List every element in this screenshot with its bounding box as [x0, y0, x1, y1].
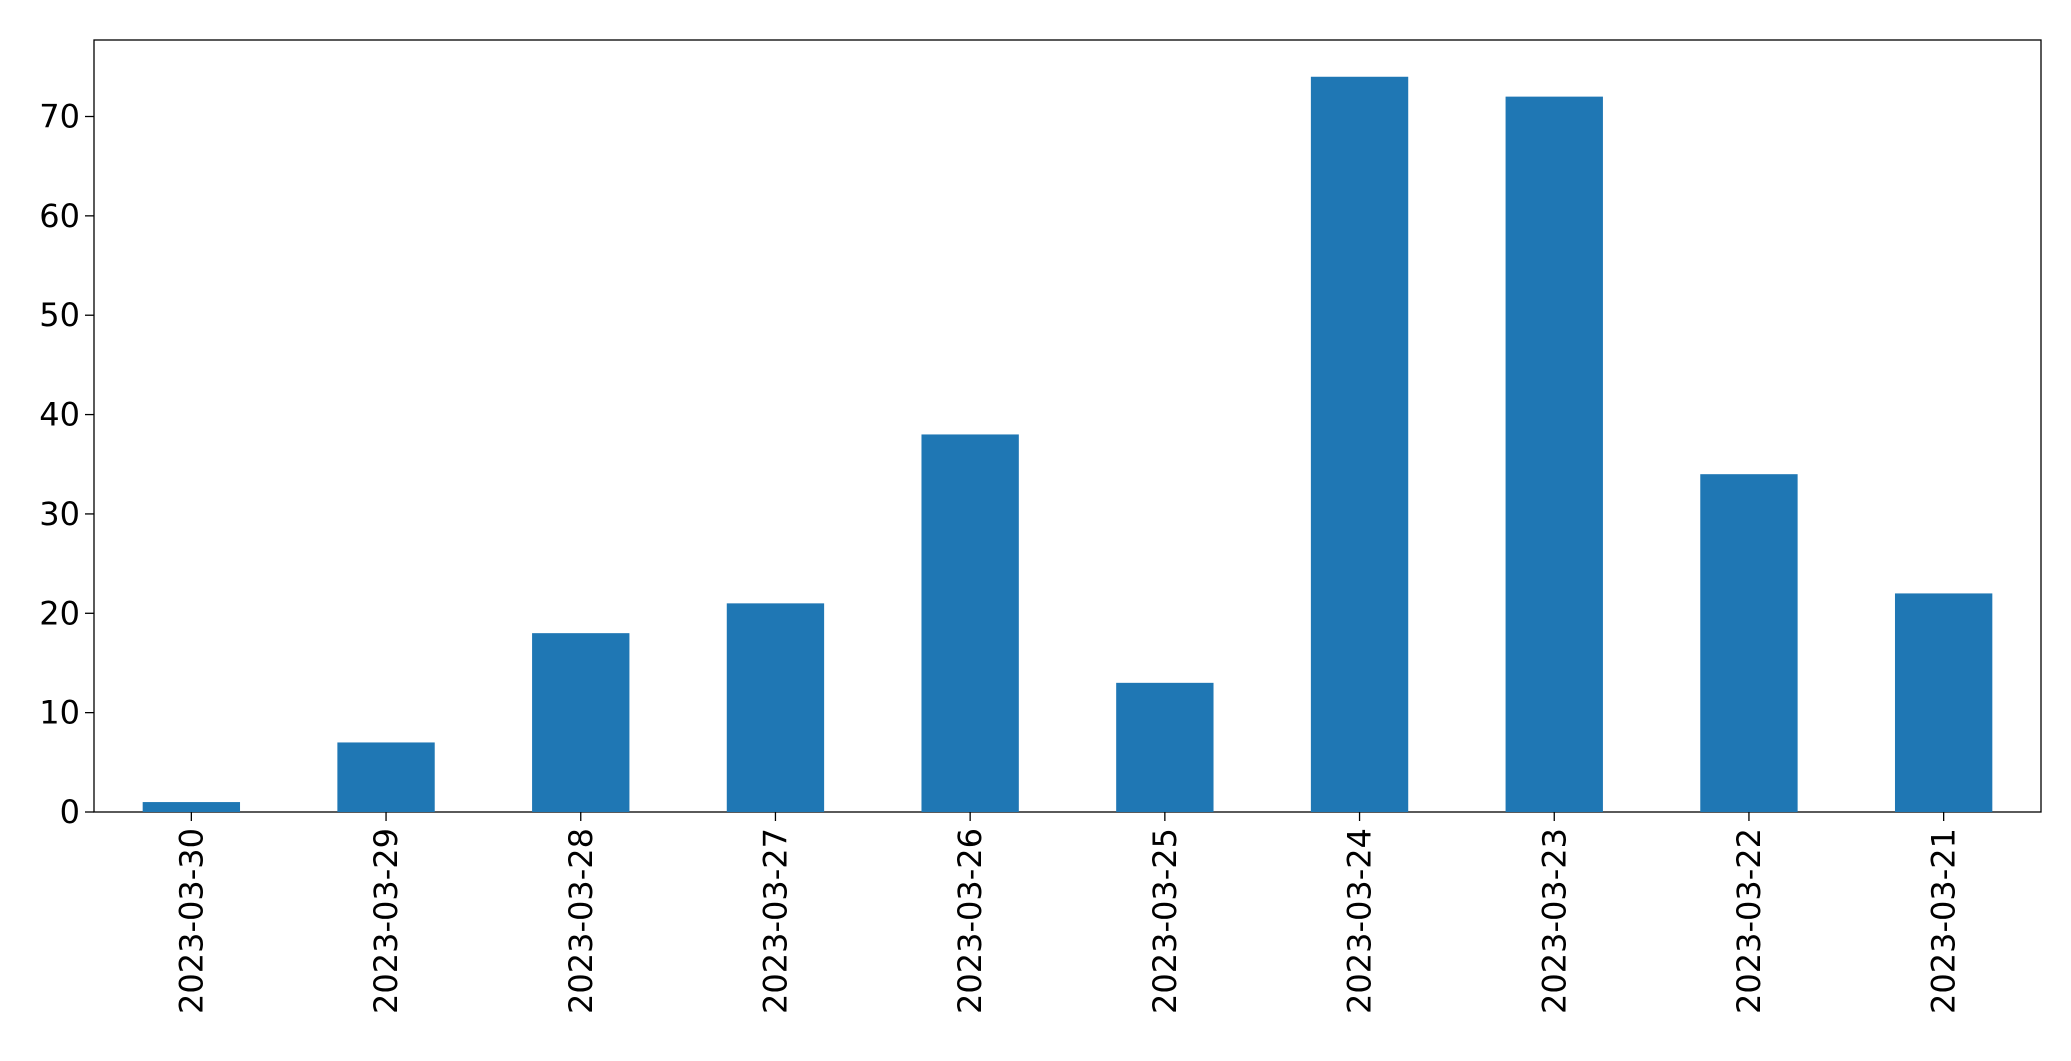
x-tick-label: 2023-03-28 [562, 828, 600, 1014]
bar [1505, 96, 1603, 813]
y-tick-label: 0 [60, 793, 80, 831]
x-tick-label: 2023-03-22 [1730, 828, 1768, 1014]
x-tick-label: 2023-03-27 [756, 828, 794, 1014]
bar [1700, 474, 1798, 812]
bar [337, 742, 435, 812]
plot-frame [93, 39, 2042, 813]
bar [1116, 682, 1214, 812]
x-tick-label: 2023-03-21 [1925, 828, 1963, 1014]
bar [726, 603, 825, 812]
y-tick-label: 40 [39, 396, 80, 434]
y-tick-label: 50 [39, 296, 80, 334]
x-tick-label: 2023-03-30 [172, 828, 210, 1014]
x-tick-label: 2023-03-26 [951, 828, 989, 1014]
y-tick-label: 20 [39, 594, 80, 632]
y-tick-label: 10 [39, 694, 80, 732]
y-tick-label: 70 [39, 98, 80, 136]
bar [921, 434, 1019, 812]
y-tick-label: 30 [39, 495, 80, 533]
bar [142, 802, 241, 812]
x-tick-label: 2023-03-23 [1535, 828, 1573, 1014]
bar [532, 633, 630, 812]
x-tick-label: 2023-03-29 [367, 828, 405, 1014]
x-tick-label: 2023-03-25 [1146, 828, 1184, 1014]
bar [1894, 593, 1993, 812]
x-tick-label: 2023-03-24 [1341, 828, 1379, 1014]
bar [1310, 76, 1409, 812]
y-tick-label: 60 [39, 197, 80, 235]
